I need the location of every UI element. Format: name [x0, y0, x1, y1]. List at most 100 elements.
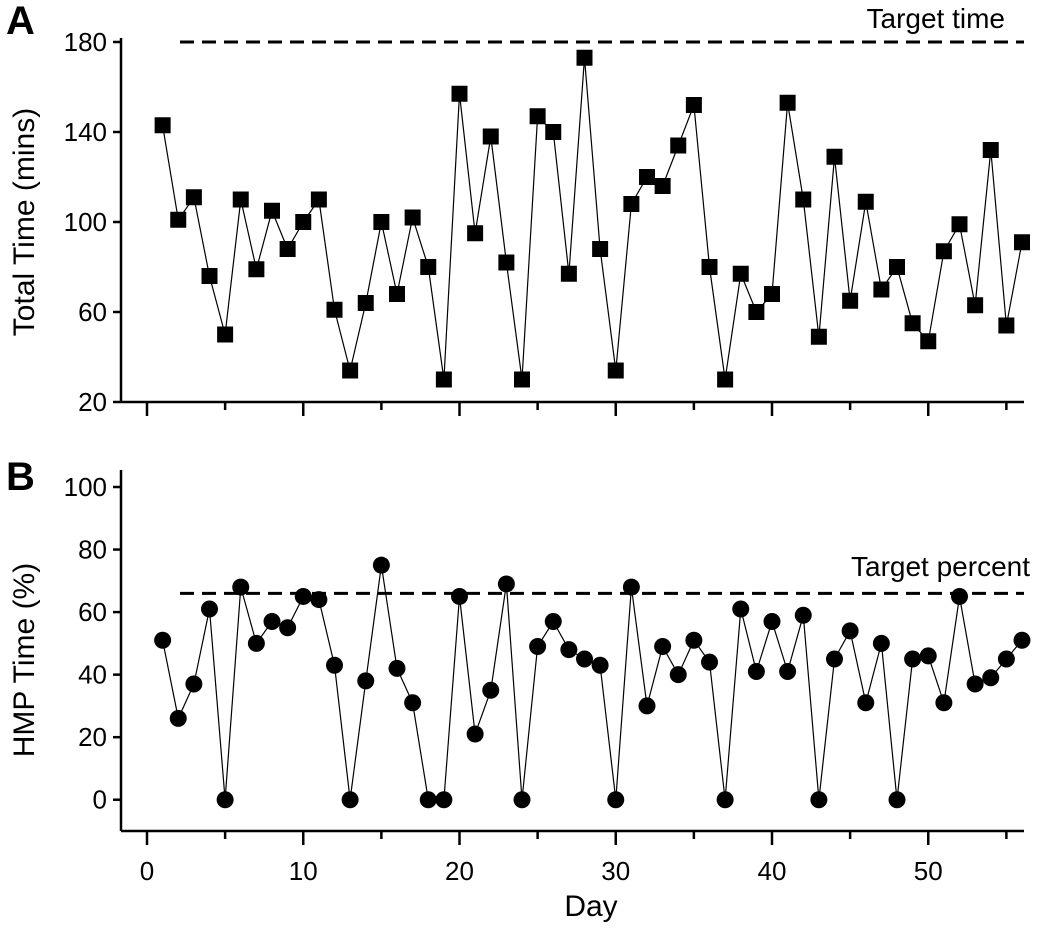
series-line — [162, 57, 1023, 380]
data-point-circle — [747, 663, 765, 681]
data-point-square — [498, 254, 515, 271]
data-point-square — [514, 371, 530, 388]
x-tick-label: 0 — [140, 856, 154, 886]
data-point-circle — [591, 656, 609, 674]
data-point-square — [404, 209, 421, 226]
data-point-circle — [1013, 631, 1031, 649]
data-point-circle — [357, 672, 375, 690]
data-point-square — [373, 214, 390, 230]
data-point-circle — [169, 709, 187, 727]
data-point-circle — [794, 606, 812, 624]
data-point-square — [998, 317, 1015, 334]
data-point-square — [248, 261, 265, 278]
data-point-square — [607, 362, 624, 379]
data-point-circle — [576, 650, 593, 668]
data-point-square — [920, 333, 937, 350]
data-point-square — [310, 191, 327, 208]
data-point-circle — [607, 791, 625, 809]
data-point-circle — [872, 634, 890, 652]
data-point-square — [295, 214, 312, 230]
data-point-circle — [404, 694, 422, 712]
y-tick-label: 20 — [78, 722, 107, 752]
data-point-square — [779, 94, 796, 111]
data-point-circle — [826, 650, 843, 668]
data-point-circle — [716, 791, 734, 809]
data-point-circle — [263, 612, 281, 630]
data-point-circle — [294, 587, 312, 605]
panel-a: A 20 60 100 140 180 Total Time (mins) Target t… — [6, 0, 1030, 417]
data-point-circle — [185, 675, 203, 693]
x-tick-label: 50 — [914, 856, 943, 886]
data-point-circle — [997, 650, 1015, 668]
data-point-circle — [279, 619, 297, 637]
y-tick-label: 80 — [78, 535, 107, 565]
data-point-circle — [685, 631, 703, 649]
data-point-square — [170, 211, 187, 228]
data-point-circle — [638, 697, 656, 715]
data-point-circle — [544, 612, 562, 630]
data-point-circle — [451, 587, 468, 605]
data-point-circle — [154, 631, 172, 649]
data-point-circle — [669, 666, 687, 684]
x-tick-label: 30 — [601, 856, 630, 886]
data-point-square — [654, 178, 671, 194]
target-label: Target time — [867, 3, 1006, 34]
data-point-square — [154, 117, 171, 134]
y-axis-title: HMP Time (%) — [8, 563, 41, 757]
data-point-square — [592, 241, 609, 257]
data-point-circle — [982, 669, 1000, 687]
data-point-circle — [435, 791, 453, 809]
data-point-square — [560, 265, 577, 282]
data-point-circle — [247, 634, 265, 652]
data-point-circle — [372, 556, 390, 574]
data-point-circle — [951, 587, 968, 605]
data-point-square — [748, 304, 765, 320]
data-point-square — [529, 108, 546, 125]
data-point-square — [701, 259, 718, 275]
data-point-square — [217, 326, 234, 343]
data-point-square — [857, 193, 874, 210]
data-point-circle — [466, 725, 484, 743]
data-point-circle — [232, 578, 250, 596]
data-point-circle — [888, 791, 906, 809]
panel-b-letter: B — [6, 455, 35, 499]
data-point-square — [967, 297, 984, 314]
data-point-square — [326, 301, 343, 318]
data-point-square — [420, 259, 437, 275]
data-point-circle — [326, 656, 343, 674]
data-point-circle — [513, 791, 531, 809]
data-point-square — [185, 189, 202, 206]
panel-a-letter: A — [6, 0, 35, 43]
data-point-circle — [919, 647, 937, 665]
data-point-circle — [497, 575, 515, 593]
data-point-square — [826, 148, 843, 165]
data-point-square — [623, 196, 640, 212]
data-point-square — [810, 328, 827, 345]
data-point-square — [670, 137, 687, 154]
data-point-square — [342, 362, 359, 379]
data-point-square — [467, 225, 484, 242]
data-point-circle — [966, 675, 984, 693]
y-tick-label: 40 — [78, 660, 107, 690]
data-point-circle — [763, 612, 781, 630]
y-tick-label: 100 — [64, 472, 107, 502]
y-tick-label: 140 — [64, 117, 107, 147]
data-point-square — [451, 85, 468, 102]
data-point-square — [201, 268, 218, 284]
data-point-square — [357, 295, 374, 311]
series-line — [162, 565, 1023, 801]
y-axis-title: Total Time (mins) — [8, 108, 41, 336]
data-point-circle — [779, 663, 797, 681]
data-point-square — [435, 371, 452, 388]
data-point-square — [1014, 234, 1030, 251]
data-point-square — [576, 49, 593, 66]
data-point-circle — [701, 653, 718, 671]
data-point-circle — [857, 694, 875, 712]
x-axis-title: Day — [564, 890, 617, 923]
y-tick-label: 100 — [64, 207, 107, 237]
y-tick-label: 20 — [78, 387, 107, 417]
data-point-square — [717, 371, 734, 388]
data-point-circle — [810, 791, 828, 809]
y-tick-label: 0 — [93, 785, 107, 815]
data-point-circle — [341, 791, 359, 809]
